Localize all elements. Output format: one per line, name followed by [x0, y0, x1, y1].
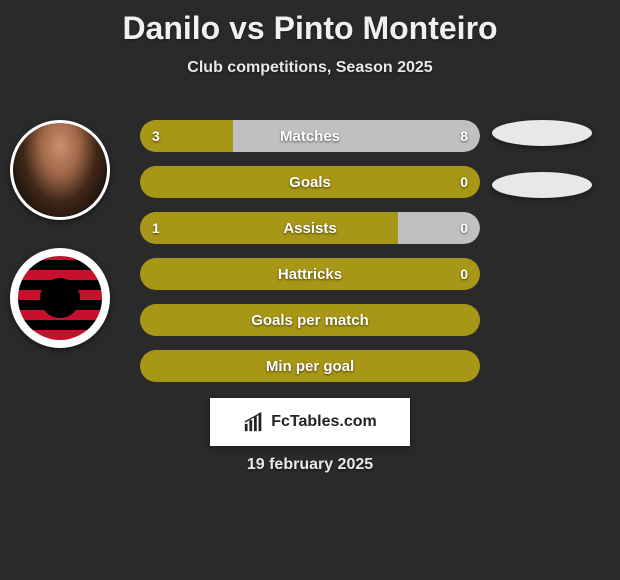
chart-icon: [243, 411, 265, 433]
stat-row: 0Goals: [140, 166, 480, 198]
stat-row: 0Hattricks: [140, 258, 480, 290]
stat-row: Min per goal: [140, 350, 480, 382]
date-text: 19 february 2025: [0, 456, 620, 474]
indicator-ellipse: [492, 172, 592, 198]
left-avatars: [10, 120, 110, 348]
brand-text: FcTables.com: [271, 413, 377, 431]
stat-label: Min per goal: [140, 350, 480, 382]
stat-label: Assists: [140, 212, 480, 244]
page-subtitle: Club competitions, Season 2025: [0, 59, 620, 77]
right-indicators: [492, 120, 602, 224]
brand-badge[interactable]: FcTables.com: [210, 398, 410, 446]
stat-label: Matches: [140, 120, 480, 152]
page-title: Danilo vs Pinto Monteiro: [0, 0, 620, 47]
stat-label: Goals per match: [140, 304, 480, 336]
stat-label: Goals: [140, 166, 480, 198]
stat-row: 38Matches: [140, 120, 480, 152]
comparison-bars: 38Matches 0Goals 10Assists 0Hattricks Goals …: [140, 120, 480, 396]
stat-row: Goals per match: [140, 304, 480, 336]
indicator-ellipse: [492, 120, 592, 146]
player-avatar: [10, 120, 110, 220]
stat-row: 10Assists: [140, 212, 480, 244]
stat-label: Hattricks: [140, 258, 480, 290]
club-crest: [10, 248, 110, 348]
